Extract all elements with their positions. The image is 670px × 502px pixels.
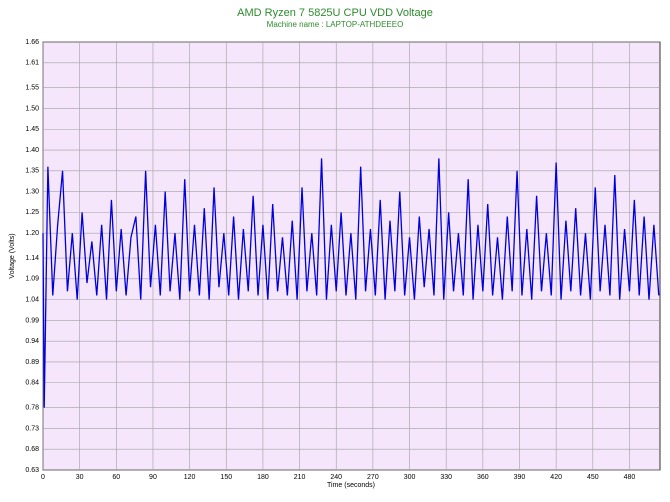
x-tick-label: 90 xyxy=(149,474,157,481)
y-tick-label: 1.04 xyxy=(25,296,39,303)
y-tick-label: 1.40 xyxy=(25,147,39,154)
y-tick-label: 1.55 xyxy=(25,85,39,92)
x-tick-label: 420 xyxy=(550,474,562,481)
x-tick-label: 270 xyxy=(367,474,379,481)
y-axis-label: Voltage (Volts) xyxy=(9,233,16,278)
data-line xyxy=(42,158,660,408)
y-tick-label: 0.73 xyxy=(25,425,39,432)
x-tick-label: 330 xyxy=(440,474,452,481)
y-tick-label: 1.09 xyxy=(25,276,39,283)
y-tick-label: 1.66 xyxy=(25,39,39,46)
x-tick-label: 450 xyxy=(587,474,599,481)
x-tick-label: 30 xyxy=(76,474,84,481)
x-tick-label: 210 xyxy=(294,474,306,481)
y-tick-label: 1.30 xyxy=(25,188,39,195)
y-tick-label: 0.84 xyxy=(25,380,39,387)
x-tick-label: 0 xyxy=(41,474,45,481)
y-tick-label: 1.61 xyxy=(25,60,39,67)
plot-area xyxy=(42,41,661,471)
x-tick-label: 300 xyxy=(404,474,416,481)
y-tick-label: 1.45 xyxy=(25,126,39,133)
y-tick-label: 0.78 xyxy=(25,405,39,412)
y-tick-label: 1.14 xyxy=(25,255,39,262)
y-tick-label: 1.25 xyxy=(25,209,39,216)
x-tick-label: 240 xyxy=(330,474,342,481)
y-tick-label: 0.94 xyxy=(25,338,39,345)
x-tick-label: 360 xyxy=(477,474,489,481)
x-axis-label: Time (seconds) xyxy=(327,482,375,489)
y-tick-label: 0.99 xyxy=(25,317,39,324)
x-tick-label: 390 xyxy=(514,474,526,481)
y-tick-label: 1.50 xyxy=(25,105,39,112)
x-tick-label: 180 xyxy=(257,474,269,481)
chart-subtitle: Machine name : LAPTOP-ATHDEEEO xyxy=(267,20,404,29)
chart-title: AMD Ryzen 7 5825U CPU VDD Voltage xyxy=(237,7,433,19)
x-tick-label: 150 xyxy=(220,474,232,481)
x-tick-label: 480 xyxy=(624,474,636,481)
y-tick-label: 0.68 xyxy=(25,446,39,453)
x-tick-label: 60 xyxy=(112,474,120,481)
y-tick-label: 1.20 xyxy=(25,230,39,237)
x-tick-label: 120 xyxy=(184,474,196,481)
y-tick-label: 1.35 xyxy=(25,168,39,175)
y-tick-label: 0.89 xyxy=(25,359,39,366)
y-tick-label: 0.63 xyxy=(25,467,39,474)
